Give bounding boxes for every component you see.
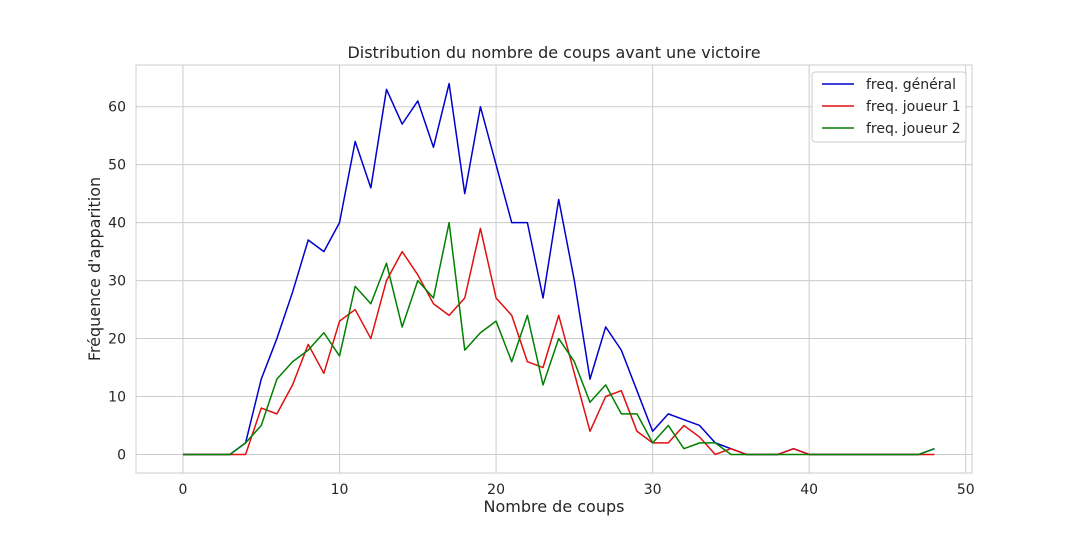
series-line-joueur-2: [182, 221, 935, 456]
x-tick-label: 0: [179, 482, 188, 498]
legend-label-general: freq. général: [866, 77, 956, 93]
y-tick-label: 30: [108, 274, 126, 290]
legend-label-joueur-1: freq. joueur 1: [866, 99, 961, 115]
y-tick-label: 40: [108, 216, 126, 232]
series-lines: [182, 82, 935, 456]
legend: freq. général freq. joueur 1 freq. joueu…: [811, 71, 967, 143]
x-tick-label: 20: [487, 482, 505, 498]
x-axis-label: Nombre de coups: [484, 497, 625, 516]
legend-box: [811, 71, 967, 143]
y-tick-label: 60: [108, 100, 126, 116]
y-tick-label: 20: [108, 332, 126, 348]
y-tick-label: 0: [117, 447, 126, 463]
x-tick-label: 30: [644, 482, 662, 498]
plot-frame: [135, 64, 973, 474]
x-tick-label: 10: [331, 482, 349, 498]
y-tick-labels: 0 10 20 30 40 50 60: [108, 100, 126, 464]
x-tick-labels: 0 10 20 30 40 50: [179, 482, 975, 498]
x-tick-label: 50: [957, 482, 975, 498]
legend-label-joueur-2: freq. joueur 2: [866, 121, 961, 137]
y-tick-label: 50: [108, 158, 126, 174]
chart-title: Distribution du nombre de coups avant un…: [347, 43, 760, 62]
y-axis-label: Fréquence d'apparition: [85, 177, 104, 361]
y-tick-label: 10: [108, 390, 126, 406]
x-tick-label: 40: [800, 482, 818, 498]
